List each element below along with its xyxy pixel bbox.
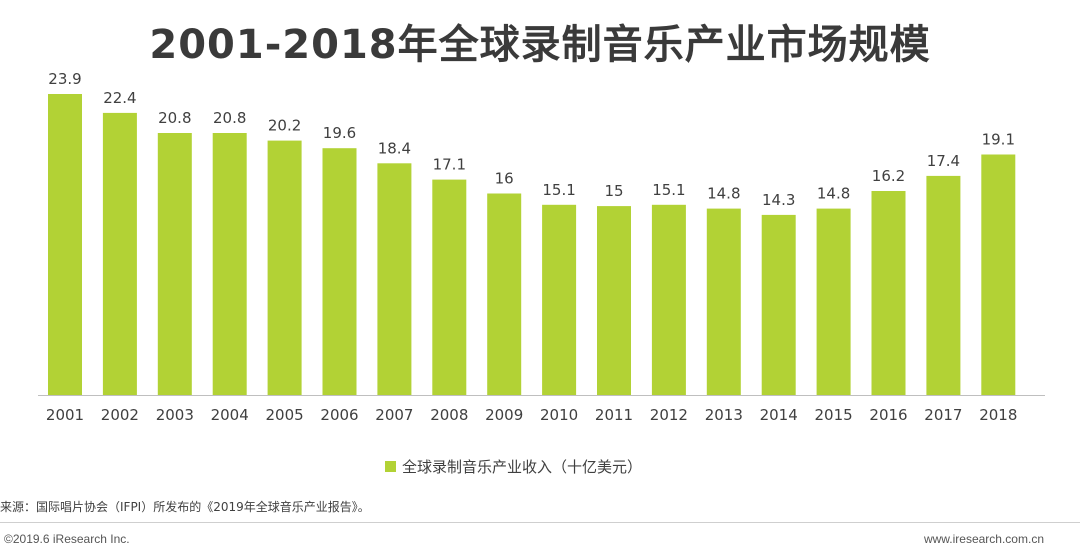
copyright-text: ©2019.6 iResearch Inc. [4,532,130,546]
bar-2008 [432,179,467,395]
value-label-2014: 14.3 [762,191,795,209]
value-label-2018: 19.1 [982,131,1015,149]
x-tick-label-2014: 2014 [760,406,798,424]
chart-legend: 全球录制音乐产业收入（十亿美元） [385,456,642,476]
bar-2012 [651,204,686,395]
value-label-2010: 15.1 [542,181,575,199]
source-note: 来源：国际唱片协会（IFPI）所发布的《2019年全球音乐产业报告》。 [0,500,370,514]
bar-2005 [267,140,302,395]
value-label-2006: 19.6 [323,124,356,142]
bar-2018 [981,154,1016,395]
x-tick-label-2017: 2017 [924,406,962,424]
x-tick-label-2006: 2006 [320,406,358,424]
value-label-2009: 16 [495,170,514,188]
bar-2011 [597,206,631,395]
x-tick-labels-group: 2001 2002 2003 2004 2005 2006 2007 2008 2009 2010… [46,406,1017,424]
bar-2016 [871,191,906,395]
value-label-2001: 23.9 [48,70,81,88]
bar-2004 [212,133,247,395]
bar-2014 [761,214,796,395]
footer-divider [0,522,1080,523]
x-tick-label-2012: 2012 [650,406,688,424]
bar-2002 [102,112,137,396]
value-label-2016: 16.2 [872,167,905,185]
value-label-2002: 22.4 [103,89,136,107]
value-label-2011: 15 [604,182,623,200]
value-label-2005: 20.2 [268,117,301,135]
value-label-2017: 17.4 [927,152,960,170]
value-labels-group: 23.9 22.4 20.8 20.8 20.2 19.6 18.4 17.1 16 15.1 15… [48,70,1015,209]
x-tick-label-2009: 2009 [485,406,523,424]
x-tick-label-2010: 2010 [540,406,578,424]
value-label-2012: 15.1 [652,181,685,199]
website-link[interactable]: www.iresearch.com.cn [923,532,1044,546]
value-label-2015: 14.8 [817,185,850,203]
bar-2003 [157,133,192,395]
x-tick-label-2008: 2008 [430,406,468,424]
bar-2017 [926,175,961,395]
x-tick-label-2016: 2016 [869,406,907,424]
x-tick-label-2001: 2001 [46,406,84,424]
x-tick-label-2003: 2003 [156,406,194,424]
legend-swatch [385,460,396,472]
bar-2009 [487,193,522,395]
bars-group [48,94,1016,396]
x-tick-label-2011: 2011 [595,406,633,424]
legend-label: 全球录制音乐产业收入（十亿美元） [402,457,643,476]
x-tick-label-2018: 2018 [979,406,1017,424]
chart-title: 2001-2018年全球录制音乐产业市场规模 [149,22,931,68]
x-tick-label-2015: 2015 [815,406,853,424]
x-tick-label-2013: 2013 [705,406,743,424]
value-label-2008: 17.1 [433,156,466,174]
bar-2001 [48,94,82,395]
bar-2010 [542,204,577,395]
value-label-2004: 20.8 [213,109,246,127]
x-tick-label-2007: 2007 [375,406,413,424]
x-tick-label-2004: 2004 [211,406,249,424]
bar-2015 [816,208,851,395]
value-label-2013: 14.8 [707,185,740,203]
bar-2006 [322,148,357,395]
value-label-2003: 20.8 [158,109,191,127]
bar-2007 [377,163,412,395]
x-tick-label-2005: 2005 [266,406,304,424]
bar-2013 [706,208,741,395]
value-label-2007: 18.4 [378,139,411,157]
x-tick-label-2002: 2002 [101,406,139,424]
